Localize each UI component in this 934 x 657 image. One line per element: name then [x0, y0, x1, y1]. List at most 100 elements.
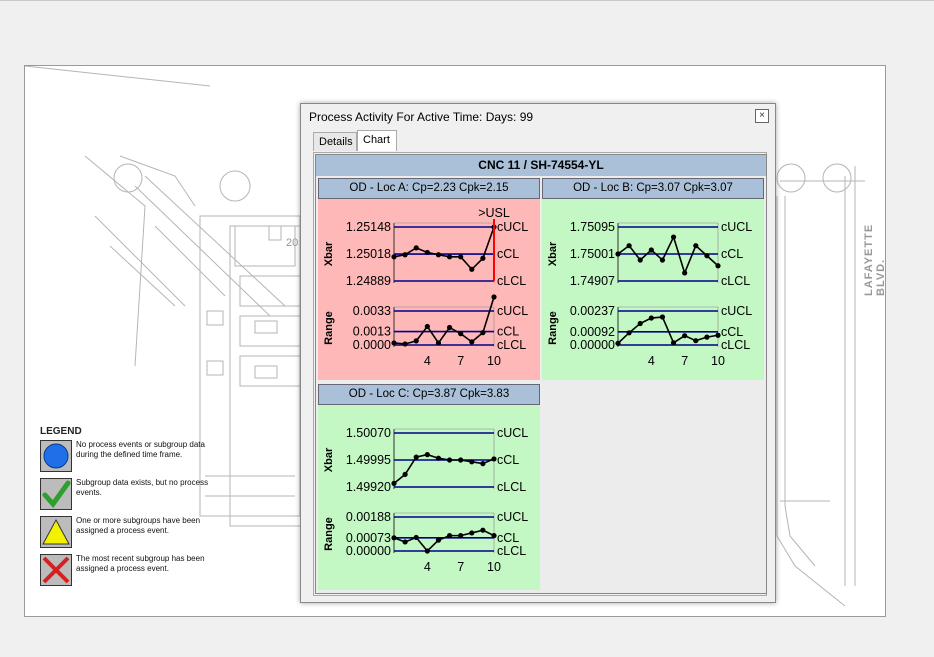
xbar-tick-label: 1.74907: [570, 274, 615, 288]
xbar-data-point: [469, 266, 475, 272]
chart-panel-title: OD - Loc B: Cp=3.07 Cpk=3.07: [542, 178, 764, 199]
xbar-data-point: [391, 480, 397, 486]
range-limit-label: cLCL: [497, 338, 526, 352]
x-tick-label: 4: [424, 560, 431, 574]
xbar-limit-label: cUCL: [497, 426, 528, 440]
legend-item: The most recent subgroup has been assign…: [40, 554, 230, 586]
range-tick-label: 0.0033: [353, 304, 391, 318]
range-data-point: [682, 333, 688, 339]
range-axis-label: Range: [323, 517, 335, 551]
xbar-data-point: [435, 252, 442, 258]
dialog-title: Process Activity For Active Time: Days: …: [309, 110, 534, 124]
chart-area: CNC 11 / SH-74554-YL OD - Loc A: Cp=2.23…: [315, 154, 767, 594]
xbar-data-point: [424, 249, 430, 256]
range-data-point: [458, 331, 464, 337]
range-limit-label: cLCL: [497, 544, 526, 558]
range-data-point: [491, 294, 497, 300]
yellow-triangle-icon: [40, 516, 72, 548]
xbar-data-point: [458, 457, 464, 463]
xbar-data-point: [413, 245, 419, 251]
range-limit-label: cUCL: [497, 510, 528, 524]
range-data-point: [413, 338, 419, 344]
range-data-point: [615, 340, 621, 346]
usl-label: >USL: [478, 206, 510, 220]
floorplan-room-label: 20: [286, 237, 298, 249]
process-activity-dialog[interactable]: Process Activity For Active Time: Days: …: [300, 103, 776, 603]
xbar-axis-label: Xbar: [547, 241, 559, 266]
range-tick-label: 0.00000: [346, 544, 391, 558]
range-data-point: [458, 533, 464, 539]
xbar-data-point: [648, 247, 654, 253]
xbar-limit-label: cUCL: [497, 220, 528, 234]
xbar-limit-label: cCL: [497, 247, 519, 261]
range-tick-label: 0.0013: [353, 325, 391, 339]
range-data-point: [491, 533, 497, 539]
range-data-point: [637, 320, 643, 327]
xbar-data-point: [682, 270, 688, 276]
spc-chart: Xbar 1.25148 cUCL 1.25018 cCL 1.24889 cLCL Rang…: [318, 199, 540, 380]
legend-item: Subgroup data exists, but no process eve…: [40, 478, 230, 510]
xbar-series-line: [393, 226, 495, 271]
xbar-data-point: [693, 243, 699, 249]
range-axis-label: Range: [547, 311, 559, 345]
range-data-point: [469, 530, 475, 536]
range-data-point: [715, 332, 721, 338]
legend-item-text: The most recent subgroup has been assign…: [76, 554, 205, 573]
xbar-data-point: [491, 456, 497, 462]
xbar-data-point: [480, 255, 486, 261]
xbar-tick-label: 1.25018: [346, 247, 391, 261]
range-data-point: [480, 330, 486, 336]
xbar-tick-label: 1.49995: [346, 453, 391, 467]
range-data-point: [670, 340, 677, 346]
range-tick-label: 0.0000: [353, 338, 391, 352]
range-data-point: [469, 339, 475, 345]
range-limit-label: cCL: [497, 325, 519, 339]
chart-panel-loc-c[interactable]: OD - Loc C: Cp=3.87 Cpk=3.83 Xbar 1.50070…: [318, 384, 540, 590]
xbar-data-point: [637, 257, 643, 263]
xbar-series-line: [393, 453, 495, 485]
legend-item-text: Subgroup data exists, but no process eve…: [76, 478, 209, 497]
legend-item-text: One or more subgroups have been assigned…: [76, 516, 201, 535]
blue-circle-icon: [40, 440, 72, 472]
range-limit-label: cCL: [721, 325, 743, 339]
tab-chart[interactable]: Chart: [357, 130, 397, 151]
xbar-tick-label: 1.49920: [346, 480, 391, 494]
street-label: LAFAYETTE BLVD.: [863, 223, 886, 296]
legend-item: No process events or subgroup data durin…: [40, 440, 230, 472]
chart-background: [542, 199, 764, 380]
range-data-point: [391, 340, 397, 346]
legend-item-text: No process events or subgroup data durin…: [76, 440, 205, 459]
xbar-limit-label: cCL: [497, 453, 519, 467]
range-series-line: [617, 316, 719, 345]
chart-panel-title: OD - Loc C: Cp=3.87 Cpk=3.83: [318, 384, 540, 405]
x-tick-label: 7: [681, 354, 688, 368]
range-data-point: [693, 338, 699, 344]
spc-chart: Xbar 1.50070 cUCL 1.49995 cCL 1.49920 cLCL Rang…: [318, 405, 540, 590]
xbar-data-point: [435, 455, 442, 461]
tab-details[interactable]: Details: [313, 132, 357, 151]
range-axis-label: Range: [323, 311, 335, 345]
legend-title: LEGEND: [40, 426, 82, 437]
xbar-data-point: [402, 471, 408, 477]
xbar-limit-label: cCL: [721, 247, 743, 261]
range-limit-label: cUCL: [497, 304, 528, 318]
xbar-tick-label: 1.25148: [346, 220, 391, 234]
range-tick-label: 0.00000: [570, 338, 615, 352]
xbar-axis-label: Xbar: [323, 241, 335, 266]
xbar-limit-label: cLCL: [497, 274, 526, 288]
xbar-data-point: [715, 263, 721, 269]
close-icon[interactable]: ×: [755, 109, 769, 123]
floorplan-drawing: 20: [25, 66, 865, 607]
range-data-point: [446, 533, 453, 539]
chart-panel-loc-b[interactable]: OD - Loc B: Cp=3.07 Cpk=3.07 Xbar 1.75095…: [542, 178, 764, 380]
xbar-data-point: [446, 254, 453, 260]
xbar-limit-label: cLCL: [497, 480, 526, 494]
chart-panel-loc-a[interactable]: OD - Loc A: Cp=2.23 Cpk=2.15 Xbar 1.25148…: [318, 178, 540, 380]
legend: LEGEND No process events or subgroup dat…: [40, 426, 230, 592]
range-data-point: [626, 330, 632, 336]
xbar-data-point: [413, 454, 419, 460]
range-data-point: [413, 534, 419, 541]
xbar-limit-label: cLCL: [721, 274, 750, 288]
xbar-data-point: [659, 257, 666, 263]
xbar-series-line: [617, 234, 719, 276]
